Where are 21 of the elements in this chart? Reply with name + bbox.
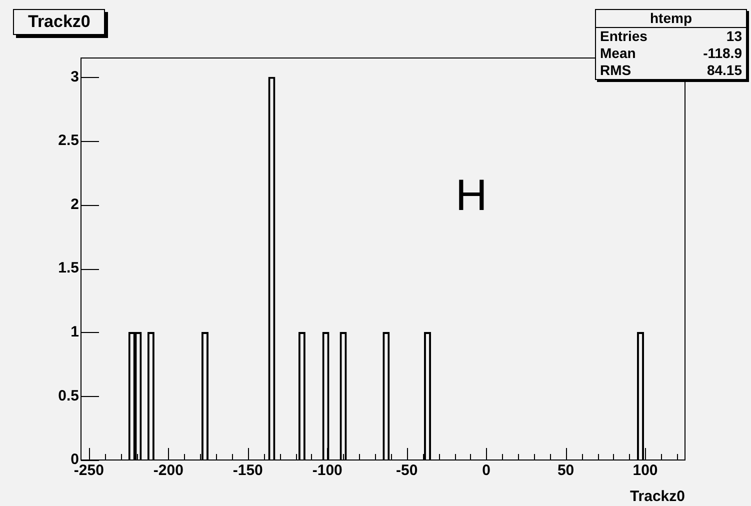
text: RMS 84.15: [600, 62, 742, 78]
x-axis-title: Trackz0: [630, 488, 685, 506]
y-tick-label: 1: [70, 324, 79, 341]
x-tick-label: -100: [312, 462, 342, 480]
y-tick-label: 0: [70, 451, 79, 468]
y-tick-label: 0.5: [58, 387, 79, 404]
y-tick-label: 3: [70, 68, 79, 86]
text: Mean -118.9: [600, 45, 742, 61]
text: htemp: [596, 10, 746, 28]
y-tick-label: 1.5: [58, 260, 79, 277]
annotation: H: [455, 170, 488, 221]
x-tick-label: 100: [632, 462, 658, 480]
x-tick-label: -50: [396, 462, 418, 480]
x-tick-label: 0: [482, 462, 490, 480]
text: Entries 13: [600, 28, 742, 44]
y-tick-label: 2: [70, 196, 79, 213]
y-tick-label: 2.5: [58, 132, 79, 150]
chart-title: Trackz0: [13, 9, 106, 35]
x-tick-label: -200: [153, 462, 184, 480]
x-tick-label: -150: [232, 462, 263, 480]
x-tick-label: 50: [557, 462, 574, 480]
